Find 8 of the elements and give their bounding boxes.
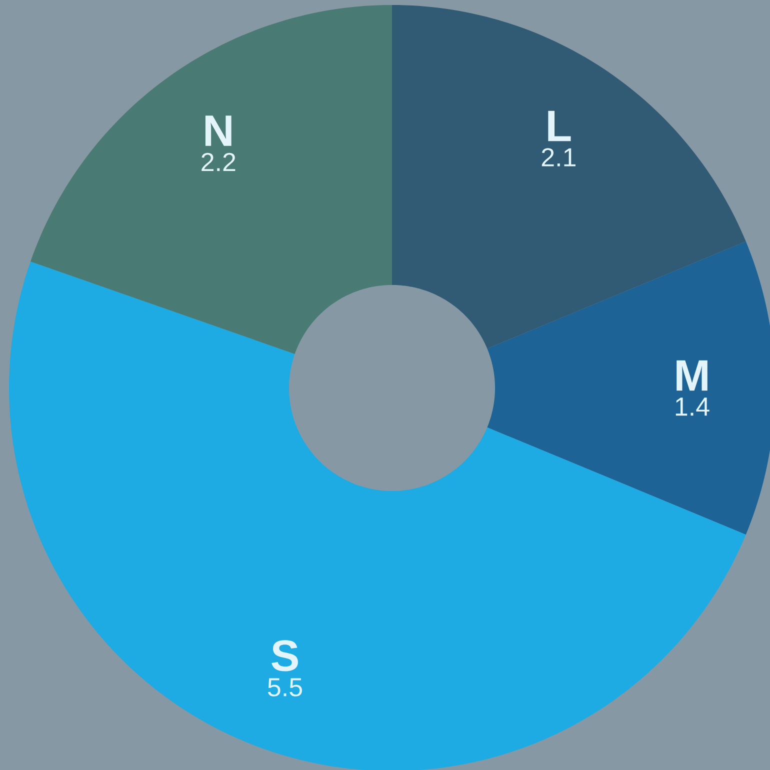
slice-label: L [548, 110, 571, 142]
slice-label: M [676, 360, 708, 391]
slice-label: S [272, 640, 298, 672]
data-label: 2.1 [542, 148, 576, 166]
data-label: 1.4 [676, 398, 710, 416]
slice-label: N [205, 116, 232, 146]
data-label: 5.5 [268, 678, 302, 696]
data-label: 2.2 [202, 152, 236, 172]
